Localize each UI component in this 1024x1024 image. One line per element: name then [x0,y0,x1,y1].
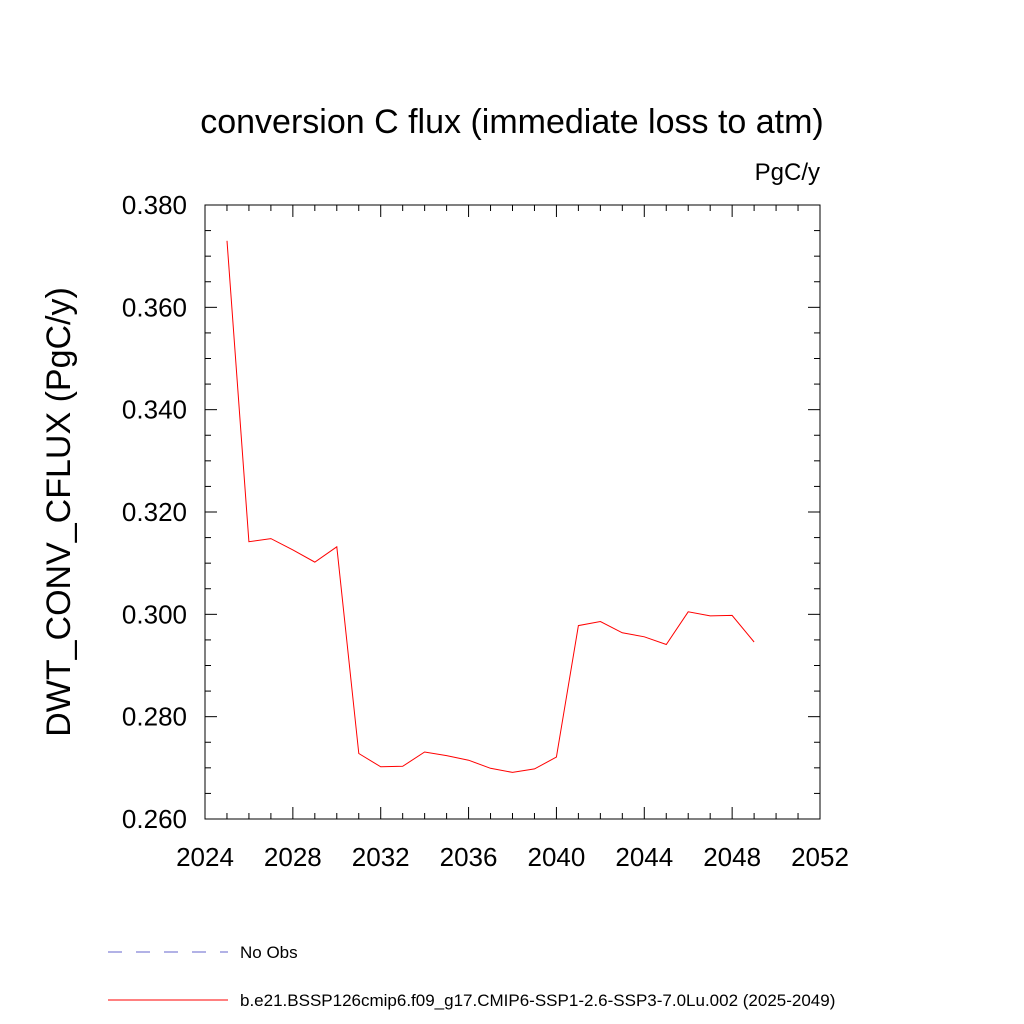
units-label: PgC/y [755,159,820,186]
legend-label: b.e21.BSSP126cmip6.f09_g17.CMIP6-SSP1-2.… [240,991,835,1010]
legend-label: No Obs [240,943,298,962]
x-tick-label: 2024 [176,842,234,872]
plot-frame [204,204,821,820]
y-tick-label: 0.320 [122,497,187,527]
y-tick-label: 0.280 [122,702,187,732]
legend: No Obs b.e21.BSSP126cmip6.f09_g17.CMIP6-S… [108,943,835,1010]
axis-ticks [204,204,821,820]
x-tick-label: 2036 [440,842,498,872]
y-tick-label: 0.260 [122,804,187,834]
x-tick-label: 2048 [703,842,761,872]
y-tick-label: 0.380 [122,190,187,220]
x-tick-label: 2032 [352,842,410,872]
y-tick-label: 0.300 [122,599,187,629]
chart-title: conversion C flux (immediate loss to atm… [200,103,824,141]
x-tick-label: 2028 [264,842,322,872]
x-tick-label: 2040 [528,842,586,872]
y-tick-label: 0.340 [122,395,187,425]
data-series [226,240,755,773]
y-tick-label: 0.360 [122,292,187,322]
series-line [226,240,755,773]
x-tick-label: 2052 [791,842,849,872]
tick-labels: 2024 2028 2032 2036 2040 2044 2048 2052 0.260 0.2… [122,190,849,872]
y-axis-label: DWT_CONV_CFLUX (PgC/y) [40,287,78,737]
x-tick-label: 2044 [615,842,673,872]
